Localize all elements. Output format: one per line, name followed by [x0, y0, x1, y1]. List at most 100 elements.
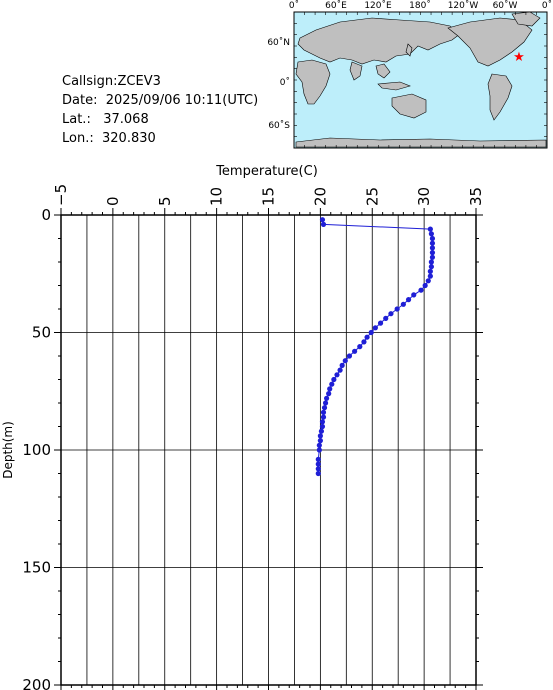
- map-top-label: 120˚W: [448, 0, 479, 11]
- data-point: [315, 461, 321, 467]
- data-point: [318, 428, 325, 434]
- data-point: [342, 358, 348, 364]
- data-point: [377, 320, 384, 326]
- data-point: [322, 400, 329, 406]
- world-map: 0˚ 60˚E 120˚E 180˚ 120˚W 60˚W 0˚ 60˚N 0˚…: [267, 0, 552, 149]
- data-point: [364, 334, 370, 340]
- data-point: [418, 287, 424, 293]
- data-point: [429, 245, 436, 251]
- data-point: [427, 268, 433, 274]
- x-tick-label: 30: [415, 187, 433, 206]
- data-point: [316, 442, 322, 448]
- data-point: [428, 259, 434, 265]
- lon-row: Lon.: 320.830: [62, 129, 258, 148]
- map-left-label: 60˚N: [267, 37, 290, 48]
- data-point: [405, 297, 412, 303]
- map-top-label: 60˚E: [325, 0, 347, 11]
- data-point: [372, 325, 378, 331]
- data-point: [429, 240, 436, 246]
- map-top-label: 120˚E: [364, 0, 392, 11]
- data-point: [339, 362, 345, 368]
- data-point: [331, 376, 337, 383]
- map-left-labels: 60˚N 0˚ 60˚S: [267, 37, 290, 131]
- data-point: [427, 273, 433, 279]
- data-point: [361, 339, 367, 345]
- temperature-profile-points: [315, 217, 436, 477]
- data-point: [429, 250, 436, 256]
- x-tick-label: 5: [156, 196, 174, 206]
- map-frame-ticks: [293, 11, 548, 149]
- data-point: [346, 353, 353, 359]
- x-tick-label: 15: [260, 187, 278, 206]
- map-top-label: 180˚: [409, 0, 431, 11]
- date-row: Date: 2025/09/06 10:11(UTC): [62, 91, 258, 110]
- landmass-india: [349, 61, 363, 81]
- y-tick-labels: 0 50 100 150 200: [22, 206, 51, 690]
- map-top-label: 0˚: [542, 0, 552, 11]
- data-point: [319, 217, 326, 223]
- data-point: [422, 282, 428, 289]
- map-land: [295, 11, 547, 148]
- callsign-row: Callsign:ZCEV3: [62, 72, 258, 91]
- map-left-label: 60˚S: [268, 120, 290, 131]
- y-tick-label: 200: [22, 676, 51, 690]
- lat-value: 37.068: [103, 112, 149, 127]
- x-tick-label: 25: [363, 187, 381, 206]
- x-tick-label: 10: [208, 187, 226, 206]
- data-point: [425, 278, 431, 284]
- x-tick-label: 0: [104, 196, 122, 206]
- date-value: 2025/09/06 10:11(UTC): [105, 93, 259, 108]
- data-point: [320, 409, 327, 415]
- y-tick-label: 100: [22, 441, 51, 459]
- data-point: [383, 315, 389, 321]
- data-point: [428, 264, 434, 270]
- station-marker-star-icon: ★: [513, 50, 525, 65]
- station-info: Callsign:ZCEV3 Date: 2025/09/06 10:11(UT…: [62, 72, 258, 148]
- x-tick-label: 35: [467, 187, 485, 206]
- lon-value: 320.830: [102, 131, 156, 146]
- data-point: [320, 414, 327, 420]
- data-point: [315, 456, 321, 462]
- x-axis-title: Temperature(C): [215, 164, 318, 179]
- data-point: [334, 372, 340, 378]
- data-point: [315, 466, 321, 472]
- map-left-label: 0˚: [280, 77, 290, 88]
- data-point: [337, 367, 343, 373]
- data-point: [319, 423, 326, 430]
- callsign-label: Callsign:: [62, 74, 118, 89]
- x-tick-label: 20: [311, 187, 329, 206]
- data-point: [321, 405, 328, 411]
- landmass-south-america: [487, 73, 513, 121]
- landmass-indonesia: [377, 81, 411, 91]
- data-point: [319, 419, 326, 425]
- data-point: [427, 226, 433, 232]
- y-tick-label: 50: [32, 324, 51, 342]
- grid-horizontal-lines: [61, 332, 476, 568]
- landmass-greenland: [511, 11, 541, 27]
- plot-frame: [60, 214, 477, 686]
- data-point: [428, 231, 434, 237]
- date-label: Date:: [62, 93, 98, 108]
- data-point: [352, 348, 358, 354]
- y-axis-title: Depth(m): [1, 421, 15, 479]
- map-top-label: 60˚W: [493, 0, 518, 11]
- y-tick-label: 150: [22, 559, 51, 577]
- data-point: [324, 395, 330, 401]
- callsign-value: ZCEV3: [117, 74, 161, 89]
- data-point: [429, 254, 436, 260]
- x-tick-label: −5: [52, 184, 70, 206]
- lon-label: Lon.:: [62, 131, 94, 146]
- landmass-north-america: [447, 17, 533, 67]
- lat-label: Lat.:: [62, 112, 91, 127]
- map-top-label: 0˚: [289, 0, 299, 11]
- data-point: [326, 391, 332, 397]
- landmass-africa: [295, 59, 331, 105]
- x-tick-labels: −5 0 5 10 15 20 25 30 35: [52, 184, 485, 206]
- data-point: [317, 438, 323, 444]
- profile-chart: −5 0 5 10 15 20 25 30 35 0 50 100 150 20…: [1, 164, 485, 690]
- landmass-antarctica: [295, 137, 547, 148]
- data-point: [400, 301, 406, 307]
- landmass-japan: [405, 43, 413, 57]
- data-point: [394, 306, 400, 312]
